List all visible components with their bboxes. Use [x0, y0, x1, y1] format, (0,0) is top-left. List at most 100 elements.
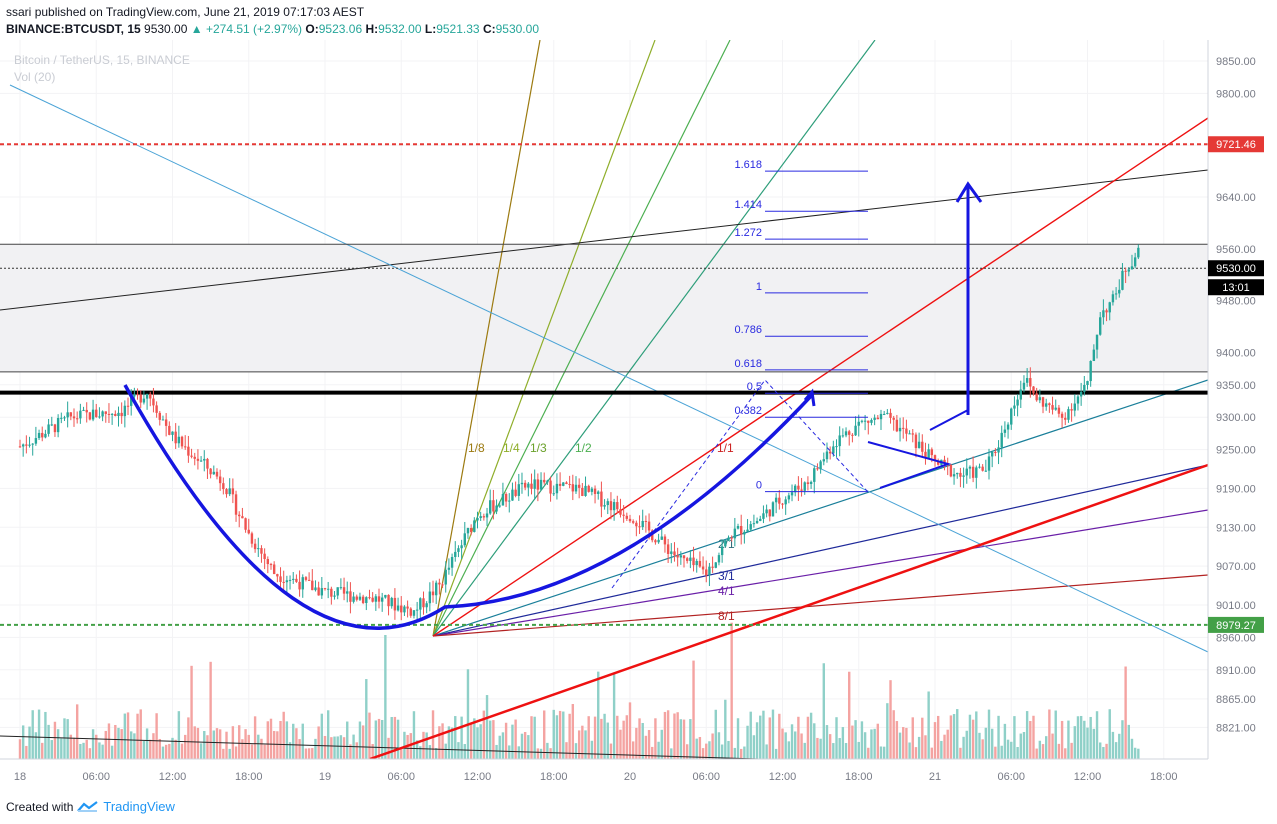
candle-body [218, 476, 222, 484]
tradingview-brand[interactable]: TradingView [103, 799, 175, 814]
volume-bar [946, 729, 949, 759]
time-tick-label: 18:00 [235, 771, 263, 783]
volume-bar [101, 744, 104, 759]
volume-bar [1133, 747, 1137, 759]
volume-bar [1127, 724, 1131, 759]
candle-body [832, 446, 835, 454]
volume-bar [625, 715, 629, 759]
volume-bar [1111, 731, 1115, 759]
candle-body [730, 537, 733, 539]
volume-bar [749, 711, 752, 759]
candle-body [736, 526, 740, 529]
volume-bar [695, 738, 698, 759]
volume-bar [762, 710, 765, 759]
time-tick-label: 18:00 [1150, 771, 1178, 783]
candle-body [282, 581, 285, 583]
candle-body [959, 472, 962, 477]
volume-bar [85, 739, 88, 759]
volume-bar [37, 709, 41, 759]
volume-bar [1010, 741, 1013, 759]
candle-body [323, 588, 327, 590]
candle-body [1060, 413, 1064, 418]
flag-triangle [867, 441, 952, 489]
gann-fan-label: 4/1 [718, 584, 735, 598]
time-tick-label: 21 [929, 771, 941, 783]
volume-bar [152, 733, 155, 759]
volume-bar [644, 735, 648, 759]
publisher-name[interactable]: ssari [6, 5, 32, 19]
volume-bar [292, 723, 295, 759]
volume-bar [257, 734, 260, 759]
candle-body [857, 421, 860, 426]
price-tick-label: 8960.00 [1216, 632, 1256, 644]
candle-body [892, 417, 895, 420]
volume-bar [187, 717, 190, 759]
candle-body [215, 471, 219, 477]
volume-bar [56, 729, 60, 759]
price-chart[interactable]: 1/81/41/31/21/12/13/14/18/1 1.6181.4141.… [0, 40, 1277, 792]
candle-body [787, 495, 791, 500]
candle-body [1048, 403, 1051, 406]
candle-body [631, 521, 635, 523]
candle-body [314, 587, 317, 591]
fib-extension: 1.618 1.414 1.272 1 0.786 0.618 0.5 0.382 0 [611, 159, 869, 589]
volume-bar [244, 729, 247, 759]
volume-bar [69, 734, 73, 759]
price-axis[interactable]: 9850.009800.009720.009640.009560.009480.… [1207, 40, 1277, 759]
volume-bar [133, 733, 136, 759]
volume-bar [990, 728, 994, 759]
volume-bar [676, 712, 679, 759]
volume-bar [612, 672, 616, 759]
target-arrow-head [955, 181, 983, 203]
candle-body [1016, 399, 1019, 406]
price-tick-label: 9480.00 [1216, 296, 1256, 308]
candle-body [943, 459, 946, 464]
volume-bar [212, 730, 216, 759]
candle-body [520, 482, 524, 485]
candle-body [781, 503, 784, 505]
volume-bar [698, 736, 702, 759]
gann-fan-line [432, 464, 1209, 637]
volume-bar [867, 747, 870, 759]
volume-bar [288, 742, 292, 759]
volume-bar [917, 736, 921, 759]
volume-bar [250, 744, 254, 759]
volume-bar [368, 712, 371, 759]
volume-bar [425, 732, 428, 759]
candle-body [85, 409, 88, 413]
volume-bar [342, 737, 346, 759]
volume-bar [800, 733, 803, 759]
candle-body [317, 587, 320, 596]
candle-body [114, 413, 117, 416]
price-tag-label: 8979.27 [1216, 620, 1256, 632]
fib-level-label: 0.618 [734, 358, 762, 370]
volume-bar [95, 734, 98, 759]
candle-body [473, 520, 476, 532]
candle-body [584, 485, 587, 496]
candle-body [784, 499, 787, 505]
volume-bar [631, 741, 635, 759]
volume-bar [743, 746, 746, 759]
candle-body [778, 497, 781, 504]
volume-bar [759, 715, 762, 759]
candle-body [1137, 247, 1140, 258]
volume-bar [139, 709, 142, 759]
candle-body [600, 491, 603, 507]
volume-bar [981, 739, 984, 759]
candle-body [917, 441, 921, 449]
volume-bars [18, 622, 1140, 759]
volume-bar [438, 726, 441, 759]
volume-bar [390, 717, 393, 759]
close-value: 9530.00 [495, 22, 539, 36]
chart-pane-bg [0, 40, 1208, 759]
candle-body [968, 466, 972, 469]
candle-body [352, 596, 355, 602]
volume-bar [295, 728, 298, 759]
gann-fan-label: 1/1 [717, 441, 734, 455]
candle-body [701, 566, 705, 570]
time-axis[interactable]: 18 06:00 12:00 18:00 19 06:00 12:00 18:00 20 06:0… [0, 758, 1208, 789]
volume-bar [768, 717, 771, 759]
candle-body [1130, 266, 1134, 270]
volume-bar [930, 747, 934, 759]
volume-bar [326, 710, 330, 759]
